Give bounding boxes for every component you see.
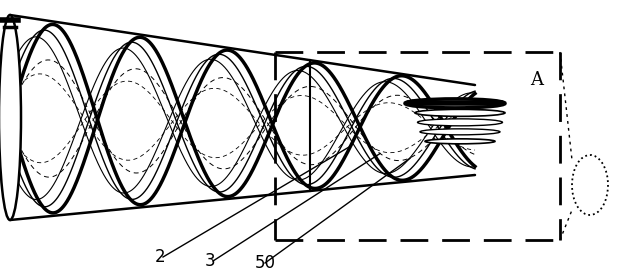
Text: 3: 3 — [205, 252, 216, 270]
Ellipse shape — [417, 119, 503, 126]
Ellipse shape — [425, 139, 495, 144]
Ellipse shape — [572, 155, 608, 215]
Text: 50: 50 — [255, 254, 276, 272]
Text: 2: 2 — [155, 248, 166, 266]
Text: A: A — [530, 71, 543, 89]
Ellipse shape — [0, 15, 21, 220]
Ellipse shape — [420, 129, 500, 135]
Ellipse shape — [405, 99, 505, 108]
Ellipse shape — [415, 109, 505, 116]
